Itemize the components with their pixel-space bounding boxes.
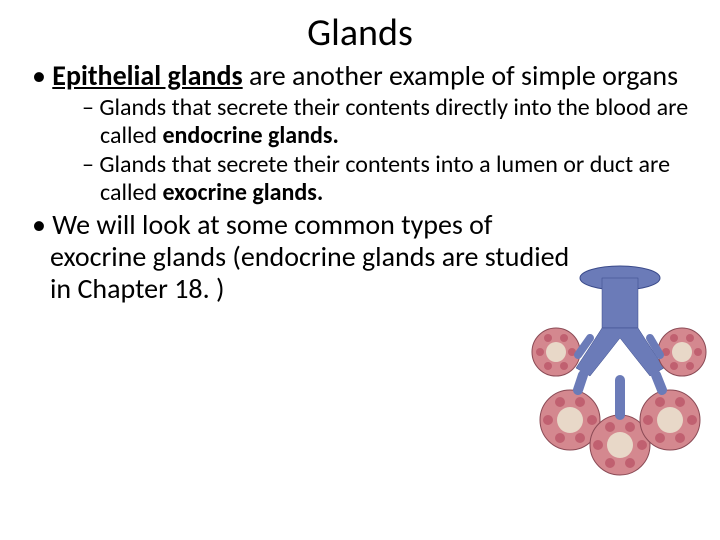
- gland-illustration-icon: [528, 260, 708, 480]
- acinus-right-upper: [658, 328, 706, 376]
- bullet-epithelial-term: Epithelial glands: [52, 58, 242, 93]
- acinus-right-lower: [640, 390, 700, 450]
- subbullet-endocrine: Glands that secrete their contents direc…: [100, 94, 692, 149]
- acinus-left-upper: [532, 328, 580, 376]
- bullet-common-types: We will look at some common types of exo…: [50, 209, 590, 306]
- subbullet-exocrine: Glands that secrete their contents into …: [100, 151, 692, 206]
- slide-title: Glands: [28, 10, 692, 56]
- subbullet-exocrine-term: exocrine glands.: [162, 178, 323, 207]
- bullet-epithelial: Epithelial glands are another example of…: [50, 60, 692, 92]
- bullet-epithelial-rest: are another example of simple organs: [243, 58, 678, 93]
- subbullet-endocrine-term: endocrine glands.: [162, 121, 338, 150]
